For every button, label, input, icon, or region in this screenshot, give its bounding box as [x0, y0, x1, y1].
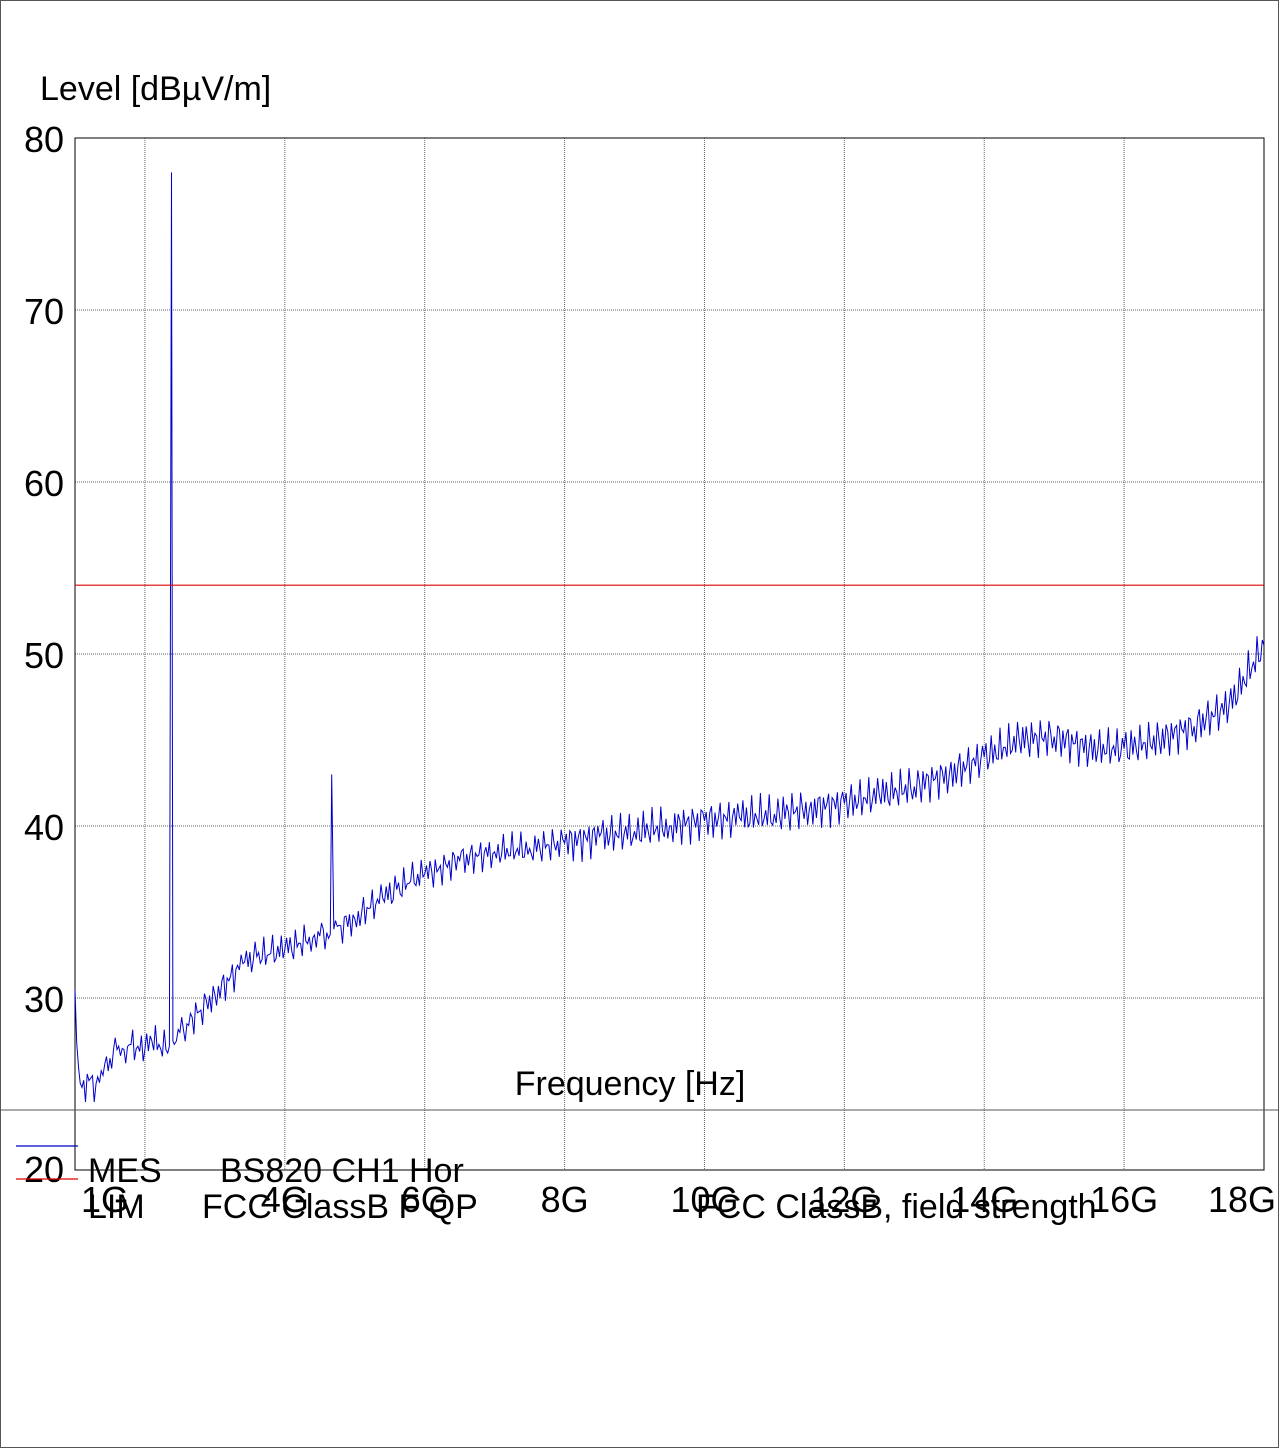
x-tick-label-18G: 18G: [1208, 1179, 1276, 1220]
x-tick-labels: 1G 4G 6G 8G 10G 12G 14G 16G 18G: [81, 1179, 1276, 1220]
legend-lim-label: LIM: [88, 1188, 145, 1226]
x-axis-label: Frequency [Hz]: [515, 1065, 746, 1103]
y-tick-label-20: 20: [24, 1149, 64, 1190]
series-group: [74, 172, 1265, 1103]
y-tick-labels: 20 30 40 50 60 70 80: [24, 119, 64, 1190]
x-tick-label-14G: 14G: [950, 1179, 1018, 1220]
x-tick-label-10G: 10G: [670, 1179, 738, 1220]
y-tick-label-40: 40: [24, 807, 64, 848]
series-line-mes: [74, 172, 1265, 1103]
x-tick-label-16G: 16G: [1090, 1179, 1158, 1220]
y-axis-label: Level [dBµV/m]: [40, 70, 271, 108]
grid-lines: [75, 138, 1264, 1170]
y-tick-label-50: 50: [24, 635, 64, 676]
legend-mes-label: MES: [88, 1152, 162, 1190]
plot-area-border: [74, 137, 1265, 1171]
x-tick-label-8G: 8G: [541, 1179, 589, 1220]
x-tick-label-6G: 6G: [401, 1179, 449, 1220]
y-tick-label-70: 70: [24, 291, 64, 332]
legend-lim-name: FCC ClassB F QP: [202, 1188, 478, 1226]
x-tick-label-4G: 4G: [261, 1179, 309, 1220]
legend-mes-name: BS820 CH1 Hor: [220, 1152, 464, 1190]
y-tick-label-30: 30: [24, 979, 64, 1020]
y-tick-label-60: 60: [24, 463, 64, 504]
x-tick-label-1G: 1G: [81, 1179, 129, 1220]
legend-lim-description: FCC ClassB, field strength: [696, 1188, 1097, 1226]
legend: MES BS820 CH1 Hor LIM FCC ClassB F QP FC…: [16, 1145, 1097, 1226]
x-tick-label-12G: 12G: [810, 1179, 878, 1220]
y-tick-label-80: 80: [24, 119, 64, 160]
